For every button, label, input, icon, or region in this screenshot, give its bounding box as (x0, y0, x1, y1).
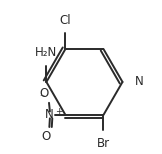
Text: Br: Br (97, 137, 110, 150)
Text: H₂N: H₂N (35, 47, 58, 59)
Text: N: N (135, 75, 143, 88)
Text: N: N (45, 108, 54, 121)
Text: +: + (55, 107, 62, 116)
Text: O: O (41, 130, 50, 143)
Text: ⁻: ⁻ (39, 93, 44, 103)
Text: Cl: Cl (60, 14, 71, 26)
Text: O: O (40, 87, 49, 100)
